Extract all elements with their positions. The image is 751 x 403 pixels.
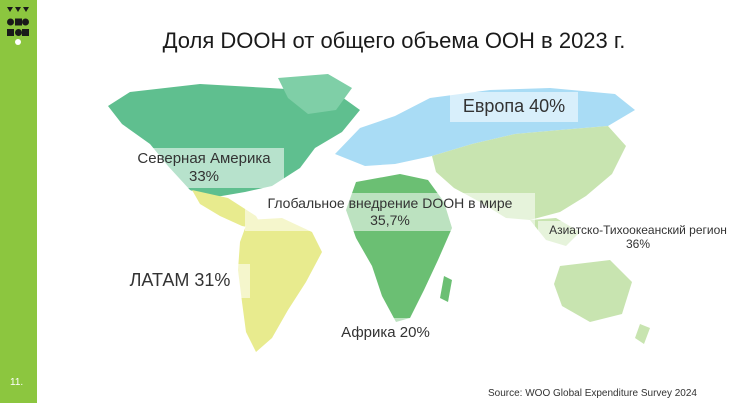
label-asia-pacific: Азиатско-Тихоокеанский регион 36% — [538, 221, 738, 254]
region-north-america — [108, 84, 360, 198]
woo-logo — [7, 7, 29, 45]
region-australia — [554, 260, 632, 322]
asia-pacific-name: Азиатско-Тихоокеанский регион — [549, 223, 727, 237]
label-europe: Европа 40% — [450, 92, 578, 122]
region-latam — [238, 218, 322, 352]
asia-pacific-value: 36% — [625, 237, 651, 252]
region-new-zealand — [635, 324, 650, 344]
label-latam: ЛАТАМ 31% — [110, 264, 250, 298]
slide-title: Доля DOOH от общего объема OOH в 2023 г. — [162, 28, 626, 53]
region-greenland — [278, 74, 352, 114]
source-note: Source: WOO Global Expenditure Survey 20… — [488, 388, 697, 399]
slide-number: 11. — [10, 377, 24, 388]
north-america-name: Северная Америка — [137, 150, 271, 167]
global-name: Глобальное внедрение DOOH в мире — [267, 195, 513, 211]
label-global: Глобальное внедрение DOOH в мире 35,7% — [245, 193, 535, 231]
label-africa: Африка 20% — [303, 318, 468, 348]
global-value: 35,7% — [370, 211, 410, 228]
brand-sidebar: 11. — [0, 0, 37, 403]
region-madagascar — [440, 276, 452, 302]
north-america-value: 33% — [188, 168, 220, 185]
label-north-america: Северная Америка 33% — [124, 148, 284, 188]
